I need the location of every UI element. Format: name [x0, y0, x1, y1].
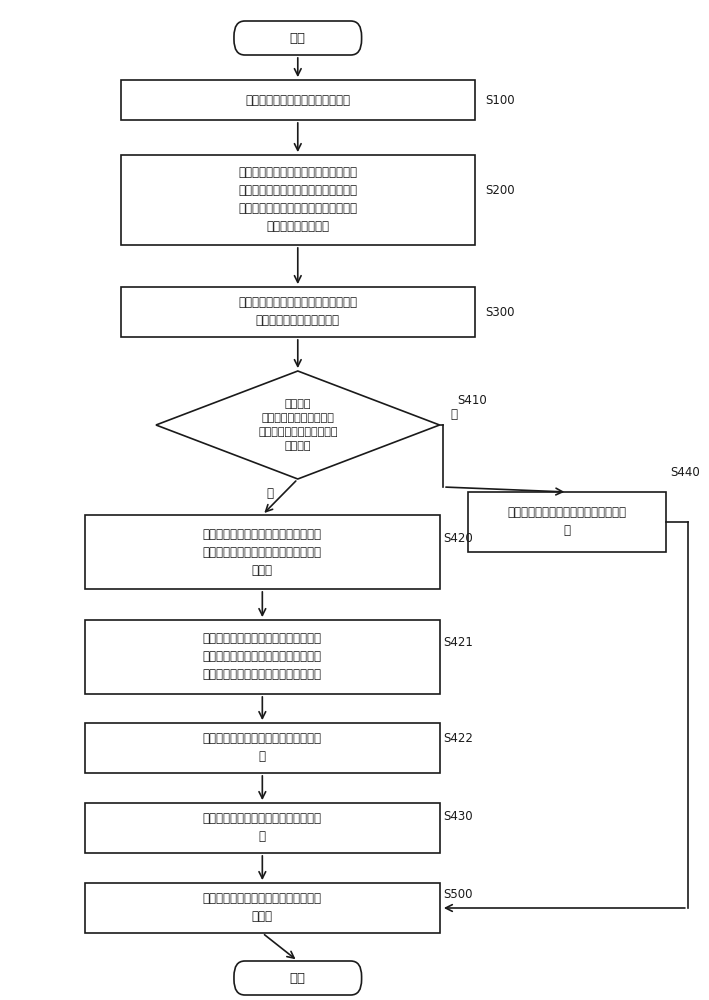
Text: S500: S500 — [443, 888, 473, 902]
Text: S422: S422 — [443, 732, 473, 744]
Text: 接收自动找平指令和初始参数信息: 接收自动找平指令和初始参数信息 — [245, 94, 350, 106]
Text: 控制工程机械的显示装置显示铲刀的下
降位移量与竖向负载的对应关系信息以
及是否继续自动找平作业的待确认信息: 控制工程机械的显示装置显示铲刀的下 降位移量与竖向负载的对应关系信息以 及是否继… — [203, 633, 322, 682]
Text: S421: S421 — [443, 636, 473, 648]
Text: S430: S430 — [443, 810, 473, 824]
Text: 是: 是 — [266, 487, 273, 500]
Bar — [85, 883, 440, 933]
FancyBboxPatch shape — [234, 21, 362, 55]
Text: 根据目标基准姿态控制铲刀进行自动找
平操作: 根据目标基准姿态控制铲刀进行自动找 平操作 — [203, 892, 322, 924]
FancyBboxPatch shape — [234, 961, 362, 995]
Text: 判断第一
竖向负载是否大于或等于
第一负载阈值，并生成第一
判断结果: 判断第一 竖向负载是否大于或等于 第一负载阈值，并生成第一 判断结果 — [258, 399, 337, 451]
Text: 以第一找平姿态作为铲刀的目标基准姿
态: 以第一找平姿态作为铲刀的目标基准姿 态 — [508, 506, 627, 538]
Bar — [468, 492, 666, 552]
Polygon shape — [156, 371, 440, 479]
Bar — [85, 515, 440, 589]
Text: S100: S100 — [486, 94, 515, 106]
Bar — [121, 80, 475, 120]
Text: S410: S410 — [457, 393, 487, 406]
Bar — [121, 287, 475, 337]
Text: 结束: 结束 — [290, 972, 306, 984]
Text: 否: 否 — [450, 408, 457, 422]
Text: S300: S300 — [486, 306, 515, 318]
Text: S440: S440 — [670, 466, 700, 479]
Bar — [121, 155, 475, 245]
Text: 根据第一竖向负载等于第一负载阈值时
对应的铲刀的下降位移量，确定第二找
平姿态: 根据第一竖向负载等于第一负载阈值时 对应的铲刀的下降位移量，确定第二找 平姿态 — [203, 528, 322, 576]
Bar — [85, 620, 440, 694]
Bar — [85, 803, 440, 853]
Text: 接收对应于继续自动找平作业的控制指
令: 接收对应于继续自动找平作业的控制指 令 — [203, 732, 322, 764]
Text: S200: S200 — [486, 184, 515, 196]
Text: 以第二找平姿态作为铲刀的目标基准姿
态: 以第二找平姿态作为铲刀的目标基准姿 态 — [203, 812, 322, 844]
Text: 根据自动找平指令控制工程机械的铲刀
进入自动找平作业状态，并以初始参数
信息所对应的第一找平姿态作为初始基
准姿态控制铲刀运动: 根据自动找平指令控制工程机械的铲刀 进入自动找平作业状态，并以初始参数 信息所对… — [238, 166, 357, 233]
Text: 开始: 开始 — [290, 31, 306, 44]
Text: 获取铲刀在运动过程中受到的第一竖向
负载以及铲刀的下降位移量: 获取铲刀在运动过程中受到的第一竖向 负载以及铲刀的下降位移量 — [238, 296, 357, 328]
Bar — [85, 723, 440, 773]
Text: S420: S420 — [443, 532, 473, 544]
